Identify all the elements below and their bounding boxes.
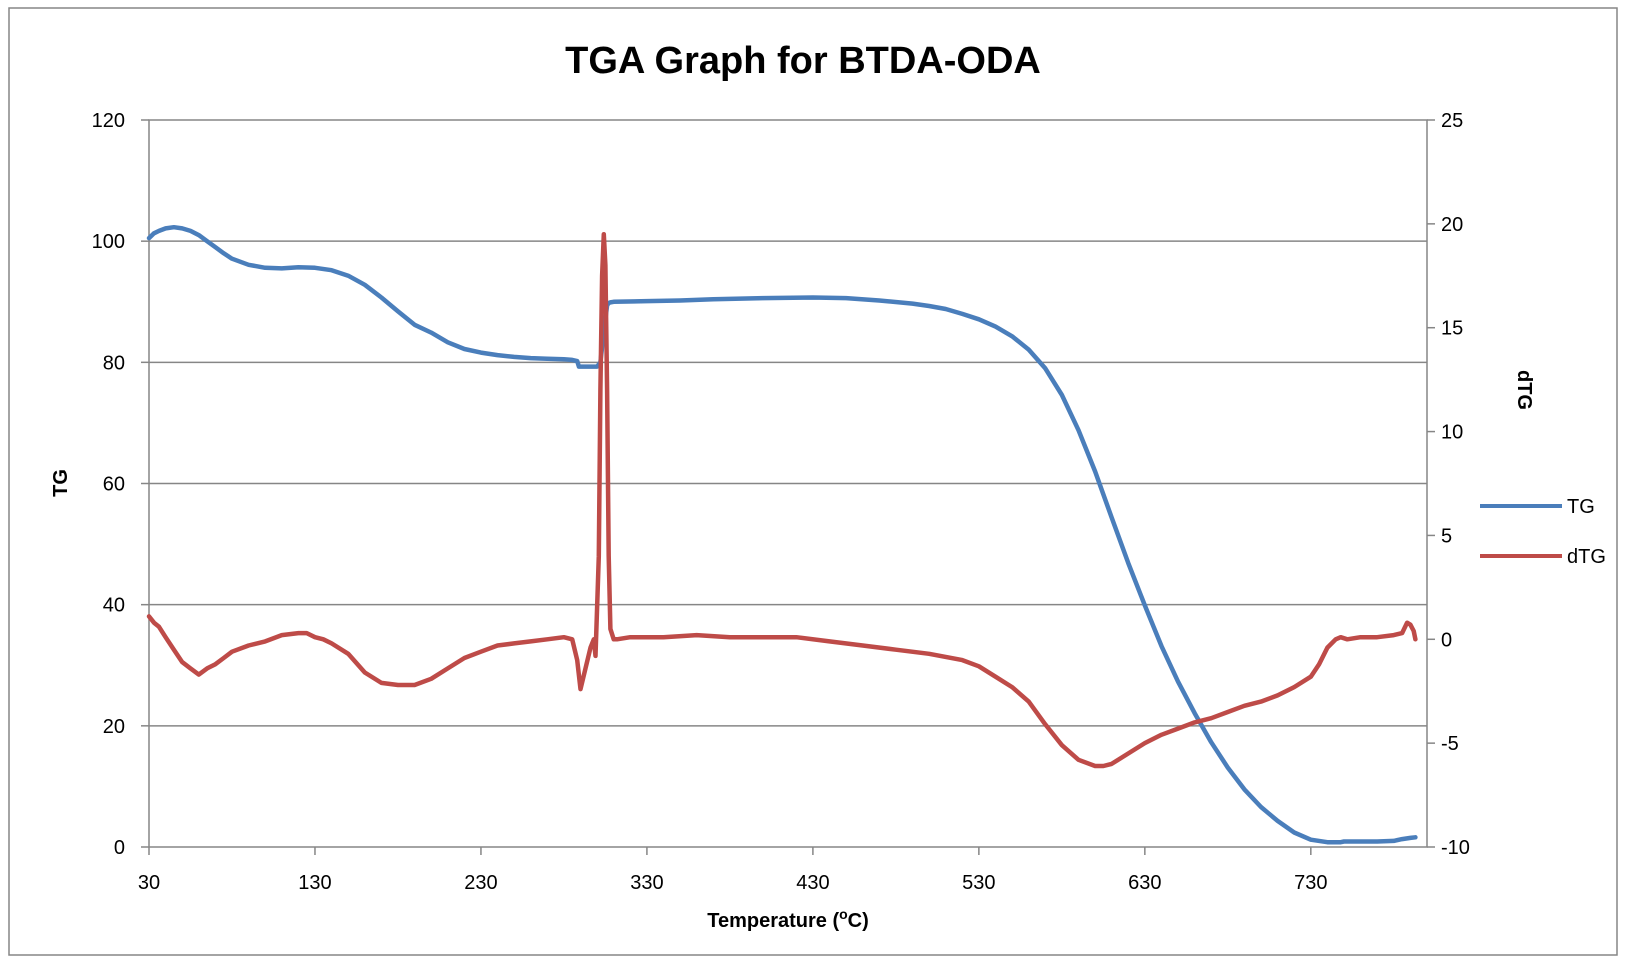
y2-tick-label: 5 (1441, 525, 1452, 547)
y2-tick-label: 0 (1441, 629, 1452, 651)
gridlines (149, 240, 1427, 727)
x-tick-label: 330 (630, 872, 663, 894)
y-tick-label: 40 (103, 595, 125, 617)
x-tick-label: 530 (962, 872, 995, 894)
y-tick-label: 100 (92, 231, 125, 253)
chart-border (8, 7, 1618, 956)
x-tick-label: 30 (138, 872, 160, 894)
x-tick-label: 730 (1294, 872, 1327, 894)
legend-label-dtg: dTG (1567, 546, 1606, 568)
x-tick-label: 630 (1128, 872, 1161, 894)
x-axis-title-main: Temperature ( (707, 910, 839, 932)
tick-labels: 0 20 40 60 80 100 120 -10 -5 0 5 10 15 20 25 30 130 230 33… (92, 110, 1470, 894)
y-axis-title: TG (50, 469, 72, 497)
y2-tick-label: 15 (1441, 318, 1463, 340)
y2-tick-label: 10 (1441, 422, 1463, 444)
y-tick-label: 60 (103, 474, 125, 496)
series-line-dtg (146, 231, 1418, 769)
x-axis-title-superscript: o (839, 906, 848, 922)
y2-tick-label: -10 (1441, 837, 1470, 859)
y2-tick-label: -5 (1441, 733, 1459, 755)
y-tick-label: 80 (103, 352, 125, 374)
legend: TG dTG (1480, 496, 1606, 568)
y2-tick-label: 20 (1441, 214, 1463, 236)
y-tick-label: 20 (103, 716, 125, 738)
x-axis-title-suffix: C) (848, 910, 869, 932)
chart-title: TGA Graph for BTDA-ODA (565, 40, 1041, 82)
y-tick-label: 120 (92, 110, 125, 132)
x-tick-label: 130 (298, 872, 331, 894)
series-line-tg (146, 224, 1418, 845)
y-tick-label: 0 (114, 837, 125, 859)
y2-tick-label: 25 (1441, 110, 1463, 132)
legend-label-tg: TG (1567, 496, 1595, 518)
series-lines (146, 224, 1418, 845)
x-axis-title: Temperature (oC) (707, 906, 869, 932)
y2-axis-title: dTG (1513, 370, 1535, 410)
x-tick-label: 230 (464, 872, 497, 894)
x-tick-label: 430 (796, 872, 829, 894)
